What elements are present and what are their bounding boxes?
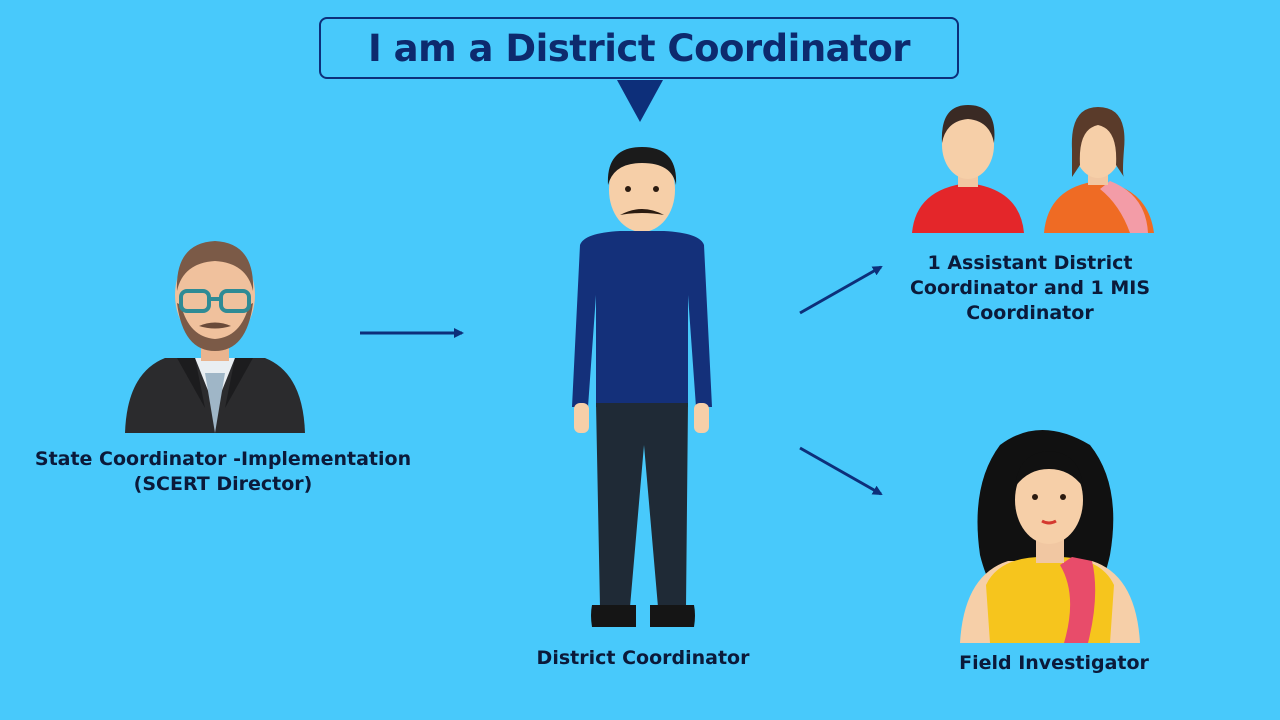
assistants-line2: Coordinator and 1 MIS [909, 277, 1151, 299]
assistants-line1: 1 Assistant District [927, 252, 1133, 274]
title-bubble: I am a District Coordinator [319, 17, 959, 79]
state-coordinator-line1: State Coordinator -Implementation [34, 448, 412, 470]
state-coordinator-label: State Coordinator -Implementation (SCERT… [20, 447, 426, 497]
field-investigator-avatar [960, 430, 1140, 643]
state-coordinator-avatar [125, 241, 305, 433]
field-investigator-label: Field Investigator [959, 652, 1149, 674]
speech-pointer [617, 80, 663, 122]
district-coordinator-label: District Coordinator [536, 647, 750, 669]
district-coordinator-figure [572, 147, 712, 627]
arrow-district-to-assistants [799, 265, 883, 315]
assistant-coordinators-avatars [912, 105, 1154, 233]
assistants-label: 1 Assistant District Coordinator and 1 M… [880, 251, 1180, 326]
page-title: I am a District Coordinator [367, 26, 911, 70]
state-coordinator-line2: (SCERT Director) [133, 473, 313, 495]
assistants-line3: Coordinator [966, 302, 1094, 324]
arrow-district-to-field [799, 446, 883, 496]
